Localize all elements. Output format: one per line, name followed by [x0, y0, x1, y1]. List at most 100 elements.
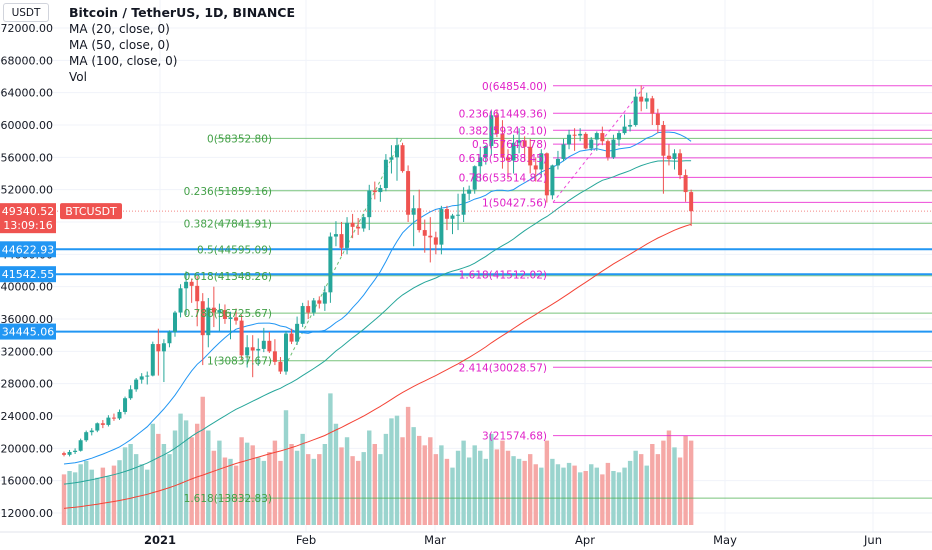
volume-bar	[172, 430, 178, 525]
candle-body	[67, 451, 72, 455]
volume-bar	[383, 433, 389, 525]
ma20-line	[63, 131, 692, 465]
volume-bar	[688, 440, 694, 525]
horizontal-lines[interactable]	[0, 248, 932, 333]
candle-body	[245, 347, 250, 356]
fib-levels[interactable]	[216, 85, 932, 499]
moving-averages	[63, 131, 692, 509]
volume-bar	[367, 430, 372, 525]
legend-ma50[interactable]: MA (50, close, 0)	[69, 38, 170, 52]
volume-bar	[72, 472, 78, 525]
candle-body	[461, 193, 466, 215]
legend-ma20[interactable]: MA (20, close, 0)	[69, 22, 170, 36]
volume-bar	[605, 462, 611, 525]
candle-body	[328, 236, 333, 293]
fib-retracement-label: 0(58352.80)	[207, 133, 272, 145]
volume-bar	[561, 467, 566, 525]
candle-body	[250, 347, 255, 351]
volume-bar	[195, 423, 200, 525]
candle-body	[433, 237, 438, 245]
candle-body	[295, 323, 300, 342]
candle-body	[544, 153, 549, 196]
ma50-line	[63, 160, 692, 485]
candle-body	[62, 453, 66, 455]
candle-body	[356, 226, 361, 229]
candle-body	[555, 158, 560, 166]
candle-body	[100, 423, 105, 425]
volume-bar	[361, 452, 366, 525]
volume-bar	[189, 437, 194, 525]
price-axis[interactable]: 72000.00 68000.00 64000.00 60000.00 56000.00…	[0, 22, 122, 520]
candle-body	[111, 417, 116, 419]
volume-bar	[444, 458, 450, 525]
candle-body	[605, 141, 610, 158]
volume-bar	[544, 440, 550, 525]
candle-body	[594, 133, 599, 140]
chart-title[interactable]: Bitcoin / TetherUS, 1D, BINANCE	[69, 5, 296, 20]
volume-bar	[516, 458, 522, 525]
candle-body	[417, 208, 422, 231]
candle-body	[467, 189, 472, 194]
volume-bar	[206, 430, 211, 525]
time-tick-label: Jun	[863, 533, 882, 547]
price-tick-label: 24000.00	[1, 410, 54, 423]
volume-bar	[461, 440, 466, 525]
volume-bar	[117, 460, 122, 525]
candle-body	[678, 153, 683, 176]
time-tick-label: 2021	[144, 533, 176, 547]
fib-extension-label: 0.382(59343.10)	[459, 125, 547, 137]
candle-body	[444, 209, 449, 219]
fib-extension-label: 0.5(57640.78)	[472, 139, 547, 151]
volume-bar	[244, 442, 250, 525]
fib-retracement-label: 0.382(47841.91)	[184, 218, 272, 230]
candle-body	[522, 140, 527, 147]
currency-button[interactable]: USDT	[3, 3, 49, 22]
candle-body	[139, 376, 144, 380]
volume-bar	[167, 454, 172, 525]
candle-body	[350, 222, 355, 227]
candle-body	[300, 306, 305, 324]
volume-bar	[317, 454, 322, 525]
price-tick-label: 72000.00	[1, 22, 54, 35]
price-tick-label: 64000.00	[1, 87, 54, 100]
volume-bar	[95, 477, 100, 525]
price-tick-label: 28000.00	[1, 378, 54, 391]
volume-bar	[300, 433, 305, 525]
candle-body	[173, 312, 177, 332]
candle-body	[367, 190, 372, 218]
candle-body	[561, 144, 566, 159]
volume-bar	[239, 437, 244, 525]
ma100-line	[63, 223, 692, 509]
candle-body	[489, 115, 494, 147]
volume-bar	[677, 457, 683, 525]
volume-bar	[256, 457, 261, 525]
chart-legend: Bitcoin / TetherUS, 1D, BINANCE MA (20, …	[69, 5, 295, 85]
volume-bar	[333, 423, 339, 525]
volume-bar	[644, 465, 649, 525]
candle-body	[178, 288, 183, 313]
fib-extension-label: 0.236(61449.36)	[459, 108, 547, 120]
price-tick-label: 68000.00	[1, 54, 54, 67]
legend-ma100[interactable]: MA (100, close, 0)	[69, 54, 178, 68]
volume-bar	[683, 435, 688, 525]
candle-body	[261, 340, 266, 349]
candle-body	[611, 139, 616, 158]
volume-bar	[422, 445, 427, 525]
candle-body	[400, 145, 405, 172]
candle-body	[123, 398, 128, 412]
candle-body	[306, 306, 311, 313]
candle-body	[661, 125, 666, 156]
volume-bar	[178, 413, 183, 525]
time-axis[interactable]: 2021 Feb Mar Apr May Jun	[144, 533, 882, 547]
volume-bar	[306, 454, 311, 525]
candle-body	[494, 115, 499, 134]
volume-bar	[417, 435, 422, 525]
legend-volume[interactable]: Vol	[69, 70, 87, 84]
volume-bar	[472, 445, 477, 525]
candle-body	[311, 300, 316, 313]
volume-bar	[272, 440, 278, 525]
volume-bar	[500, 440, 505, 525]
candle-body	[256, 348, 261, 351]
